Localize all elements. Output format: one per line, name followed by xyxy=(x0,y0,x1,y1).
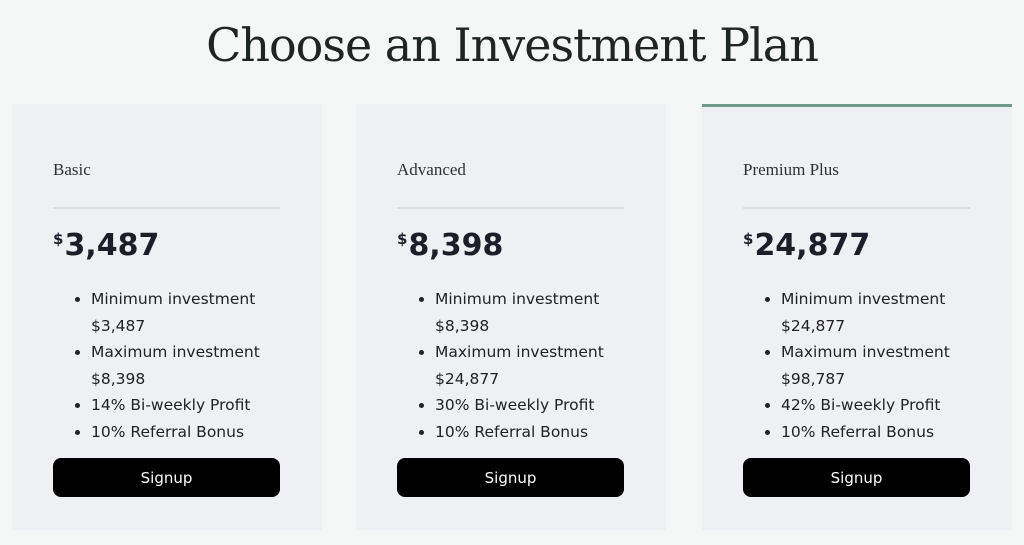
signup-button-basic[interactable]: Signup xyxy=(53,458,280,497)
feature-item: Minimum investment $24,877 xyxy=(781,286,1001,339)
plan-card-advanced: Advanced $8,398 Minimum investment $8,39… xyxy=(356,104,666,530)
plan-name: Advanced xyxy=(397,160,466,179)
price-value: 8,398 xyxy=(408,228,504,263)
currency-symbol: $ xyxy=(397,230,408,248)
signup-button-premium-plus[interactable]: Signup xyxy=(743,458,970,497)
currency-symbol: $ xyxy=(743,230,754,248)
plan-card-premium-plus: Premium Plus $24,877 Minimum investment … xyxy=(702,104,1012,530)
feature-item: Minimum investment $8,398 xyxy=(435,286,655,339)
feature-item: 14% Bi-weekly Profit xyxy=(91,392,311,419)
currency-symbol: $ xyxy=(53,230,64,248)
divider xyxy=(397,207,624,209)
divider xyxy=(53,207,280,209)
feature-item: 30% Bi-weekly Profit xyxy=(435,392,655,419)
divider xyxy=(743,207,970,209)
feature-item: Maximum investment $8,398 xyxy=(91,339,311,392)
feature-item: 10% Referral Bonus xyxy=(91,419,311,446)
feature-list: Minimum investment $8,398 Maximum invest… xyxy=(397,286,655,445)
plan-price: $8,398 xyxy=(397,228,503,263)
feature-list: Minimum investment $24,877 Maximum inves… xyxy=(743,286,1001,445)
plan-card-basic: Basic $3,487 Minimum investment $3,487 M… xyxy=(12,104,322,530)
feature-item: 10% Referral Bonus xyxy=(435,419,655,446)
signup-button-advanced[interactable]: Signup xyxy=(397,458,624,497)
plan-price: $24,877 xyxy=(743,228,870,263)
plan-name: Premium Plus xyxy=(743,160,839,179)
feature-item: 42% Bi-weekly Profit xyxy=(781,392,1001,419)
feature-item: Maximum investment $98,787 xyxy=(781,339,1001,392)
feature-item: 10% Referral Bonus xyxy=(781,419,1001,446)
page-title: Choose an Investment Plan xyxy=(206,18,819,72)
price-value: 24,877 xyxy=(754,228,871,263)
plan-price: $3,487 xyxy=(53,228,159,263)
price-value: 3,487 xyxy=(64,228,160,263)
feature-item: Maximum investment $24,877 xyxy=(435,339,655,392)
plan-name: Basic xyxy=(53,160,91,179)
feature-list: Minimum investment $3,487 Maximum invest… xyxy=(53,286,311,445)
feature-item: Minimum investment $3,487 xyxy=(91,286,311,339)
